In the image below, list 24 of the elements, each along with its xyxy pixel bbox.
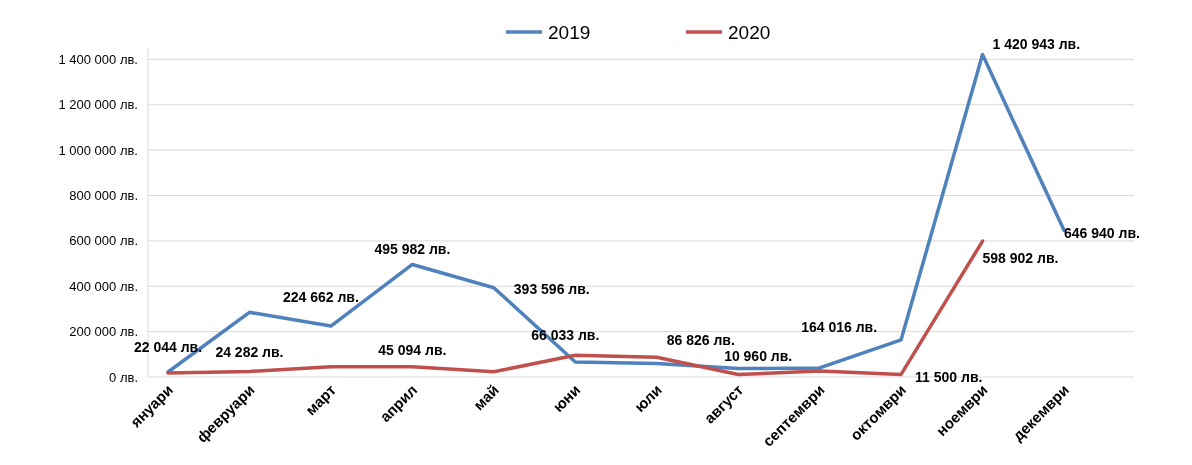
- annotation: 66 033 лв.: [531, 327, 600, 344]
- annotation: 86 826 лв.: [666, 332, 735, 349]
- annotation: 22 044 лв.: [133, 339, 203, 355]
- annotation: 598 902 лв.: [982, 250, 1059, 267]
- annotation: 646 940 лв.: [1064, 225, 1140, 242]
- y-tick-label: 600 000 лв.: [69, 233, 138, 249]
- annotation: 11 500 лв.: [915, 369, 983, 386]
- y-tick-label: 1 400 000 лв.: [58, 51, 138, 67]
- annotation: 24 282 лв.: [215, 344, 284, 361]
- annotation: 10 960 лв.: [724, 347, 793, 364]
- y-tick-label: 800 000 лв.: [69, 188, 138, 204]
- legend-label: 2020: [728, 21, 771, 43]
- y-tick-label: 1 200 000 лв.: [58, 97, 138, 113]
- y-tick-label: 0 лв.: [109, 369, 138, 385]
- annotation: 45 094 лв.: [378, 341, 447, 358]
- annotation: 393 596 лв.: [513, 280, 590, 297]
- annotation: 164 016 лв.: [801, 318, 878, 335]
- annotation: 224 662 лв.: [282, 289, 359, 306]
- annotation: 1 420 943 лв.: [992, 35, 1081, 52]
- y-tick-label: 200 000 лв.: [69, 324, 138, 340]
- y-tick-label: 1 000 000 лв.: [58, 142, 138, 158]
- legend-label: 2019: [548, 21, 591, 43]
- y-tick-label: 400 000 лв.: [69, 278, 138, 294]
- annotation: 495 982 лв.: [374, 241, 451, 258]
